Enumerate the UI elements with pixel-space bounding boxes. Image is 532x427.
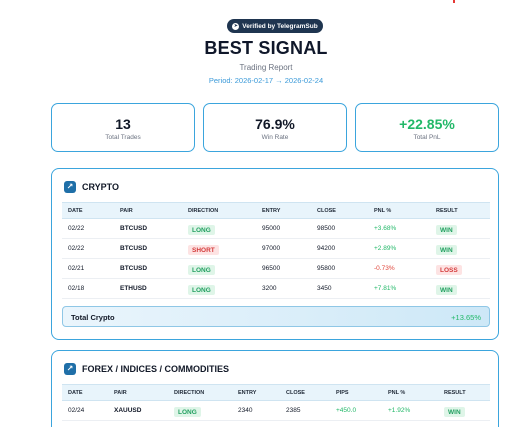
- cell-entry: 95000: [262, 225, 281, 232]
- send-icon: ➤: [232, 22, 240, 30]
- page-subtitle: Trading Report: [239, 63, 293, 72]
- page-title: BEST SIGNAL: [204, 38, 328, 58]
- crypto-card-title: CRYPTO: [82, 182, 120, 192]
- column-header: DATE: [68, 208, 83, 214]
- direction-badge: LONG: [188, 225, 215, 235]
- corner-mark: [453, 0, 455, 3]
- stat-win-rate: 76.9% Win Rate: [203, 103, 347, 152]
- column-header: RESULT: [436, 208, 458, 214]
- column-header: DATE: [68, 390, 83, 396]
- cell-close: 2385: [286, 407, 301, 414]
- stat-label: Total Trades: [105, 134, 141, 141]
- cell-pips: +450.0: [336, 407, 357, 414]
- table-row: 02/22 BTCUSD SHORT 97000 94200 +2.89% WI…: [62, 239, 490, 259]
- verified-badge-label: Verified by TelegramSub: [242, 22, 318, 30]
- cell-pair: XAUUSD: [114, 407, 142, 414]
- column-header: PAIR: [120, 208, 133, 214]
- table-row: 02/21 BTCUSD LONG 96500 95800 -0.73% LOS…: [62, 259, 490, 279]
- cell-date: 02/22: [68, 245, 85, 252]
- forex-card: ↗ FOREX / INDICES / COMMODITIES DATE PAI…: [51, 350, 499, 427]
- direction-badge: LONG: [174, 407, 201, 417]
- column-header: PAIR: [114, 390, 127, 396]
- forex-card-header: ↗ FOREX / INDICES / COMMODITIES: [64, 363, 229, 375]
- cell-date: 02/21: [68, 265, 85, 272]
- cell-entry: 2340: [238, 407, 253, 414]
- forex-table-header: DATE PAIR DIRECTION ENTRY CLOSE PIPS PNL…: [62, 384, 490, 401]
- direction-badge: LONG: [188, 285, 215, 295]
- cell-close: 95800: [317, 265, 336, 272]
- column-header: ENTRY: [238, 390, 257, 396]
- stat-value: +22.85%: [399, 116, 455, 132]
- stat-label: Win Rate: [261, 134, 289, 141]
- table-row: 02/18 ETHUSD LONG 3200 3450 +7.81% WIN: [62, 279, 490, 299]
- cell-entry: 96500: [262, 265, 281, 272]
- cell-close: 3450: [317, 285, 332, 292]
- report-period: Period: 2026-02-17 → 2026-02-24: [208, 76, 324, 85]
- cell-pnl: +2.89%: [374, 245, 397, 252]
- result-badge: WIN: [436, 285, 457, 295]
- stat-value: 76.9%: [255, 116, 295, 132]
- verified-badge: ➤ Verified by TelegramSub: [227, 19, 323, 33]
- cell-pair: BTCUSD: [120, 245, 148, 252]
- column-header: RESULT: [444, 390, 466, 396]
- stat-total-pnl: +22.85% Total PnL: [355, 103, 499, 152]
- cell-date: 02/24: [68, 407, 85, 414]
- cell-pair: BTCUSD: [120, 265, 148, 272]
- result-badge: WIN: [444, 407, 465, 417]
- cell-pair: BTCUSD: [120, 225, 148, 232]
- cell-entry: 3200: [262, 285, 277, 292]
- table-row: 02/24 XAUUSD LONG 2340 2385 +450.0 +1.92…: [62, 401, 490, 421]
- direction-badge: SHORT: [188, 245, 219, 255]
- column-header: CLOSE: [317, 208, 336, 214]
- column-header: CLOSE: [286, 390, 305, 396]
- result-badge: WIN: [436, 245, 457, 255]
- forex-card-title: FOREX / INDICES / COMMODITIES: [82, 364, 230, 374]
- cell-date: 02/18: [68, 285, 85, 292]
- cell-entry: 97000: [262, 245, 281, 252]
- column-header: DIRECTION: [174, 390, 205, 396]
- result-badge: LOSS: [436, 265, 462, 275]
- result-badge: WIN: [436, 225, 457, 235]
- total-value: +13.65%: [451, 313, 481, 322]
- direction-badge: LONG: [188, 265, 215, 275]
- total-label: Total Crypto: [71, 313, 115, 322]
- column-header: PIPS: [336, 390, 349, 396]
- crypto-total-row: Total Crypto +13.65%: [62, 306, 490, 327]
- cell-pnl: +7.81%: [374, 285, 397, 292]
- cell-close: 94200: [317, 245, 336, 252]
- stat-label: Total PnL: [413, 134, 441, 141]
- cell-pair: ETHUSD: [120, 285, 147, 292]
- cell-close: 98500: [317, 225, 336, 232]
- cell-pnl: -0.73%: [374, 265, 395, 272]
- stat-total-trades: 13 Total Trades: [51, 103, 195, 152]
- cell-date: 02/22: [68, 225, 85, 232]
- column-header: PNL %: [388, 390, 406, 396]
- chart-icon: ↗: [64, 181, 76, 193]
- stat-value: 13: [115, 116, 131, 132]
- column-header: DIRECTION: [188, 208, 219, 214]
- cell-pnl: +1.92%: [388, 407, 411, 414]
- column-header: ENTRY: [262, 208, 281, 214]
- cell-pnl: +3.68%: [374, 225, 397, 232]
- chart-icon: ↗: [64, 363, 76, 375]
- column-header: PNL %: [374, 208, 392, 214]
- table-row: 02/22 BTCUSD LONG 95000 98500 +3.68% WIN: [62, 219, 490, 239]
- crypto-card-header: ↗ CRYPTO: [64, 181, 119, 193]
- crypto-table-header: DATE PAIR DIRECTION ENTRY CLOSE PNL % RE…: [62, 202, 490, 219]
- crypto-card: ↗ CRYPTO DATE PAIR DIRECTION ENTRY CLOSE…: [51, 168, 499, 340]
